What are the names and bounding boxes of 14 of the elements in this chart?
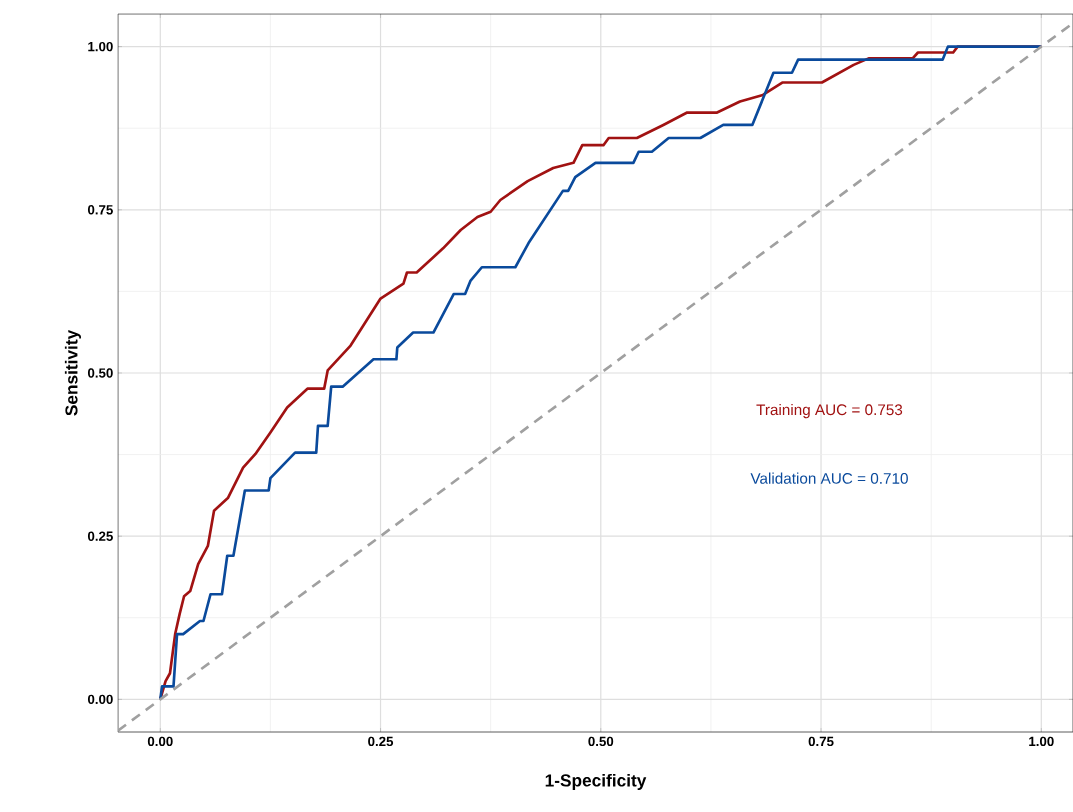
x-axis-title: 1-Specificity [545, 773, 647, 790]
annotation: Training AUC = 0.753 [756, 403, 903, 419]
x-tick-label: 0.75 [808, 736, 834, 747]
x-tick-label: 0.00 [147, 736, 173, 747]
x-tick-label: 1.00 [1029, 736, 1054, 747]
y-tick-label: 0.50 [87, 368, 113, 378]
y-tick-label: 0.25 [87, 531, 113, 541]
annotation: Validation AUC = 0.710 [750, 472, 908, 484]
y-tick-label: 0.75 [87, 205, 113, 215]
y-tick-label: 0.00 [87, 694, 113, 705]
y-tick-label: 1.00 [88, 41, 113, 52]
y-axis-title: Sensitivity [64, 329, 81, 416]
x-tick-label: 0.25 [368, 736, 394, 747]
x-tick-label: 0.50 [588, 736, 614, 747]
